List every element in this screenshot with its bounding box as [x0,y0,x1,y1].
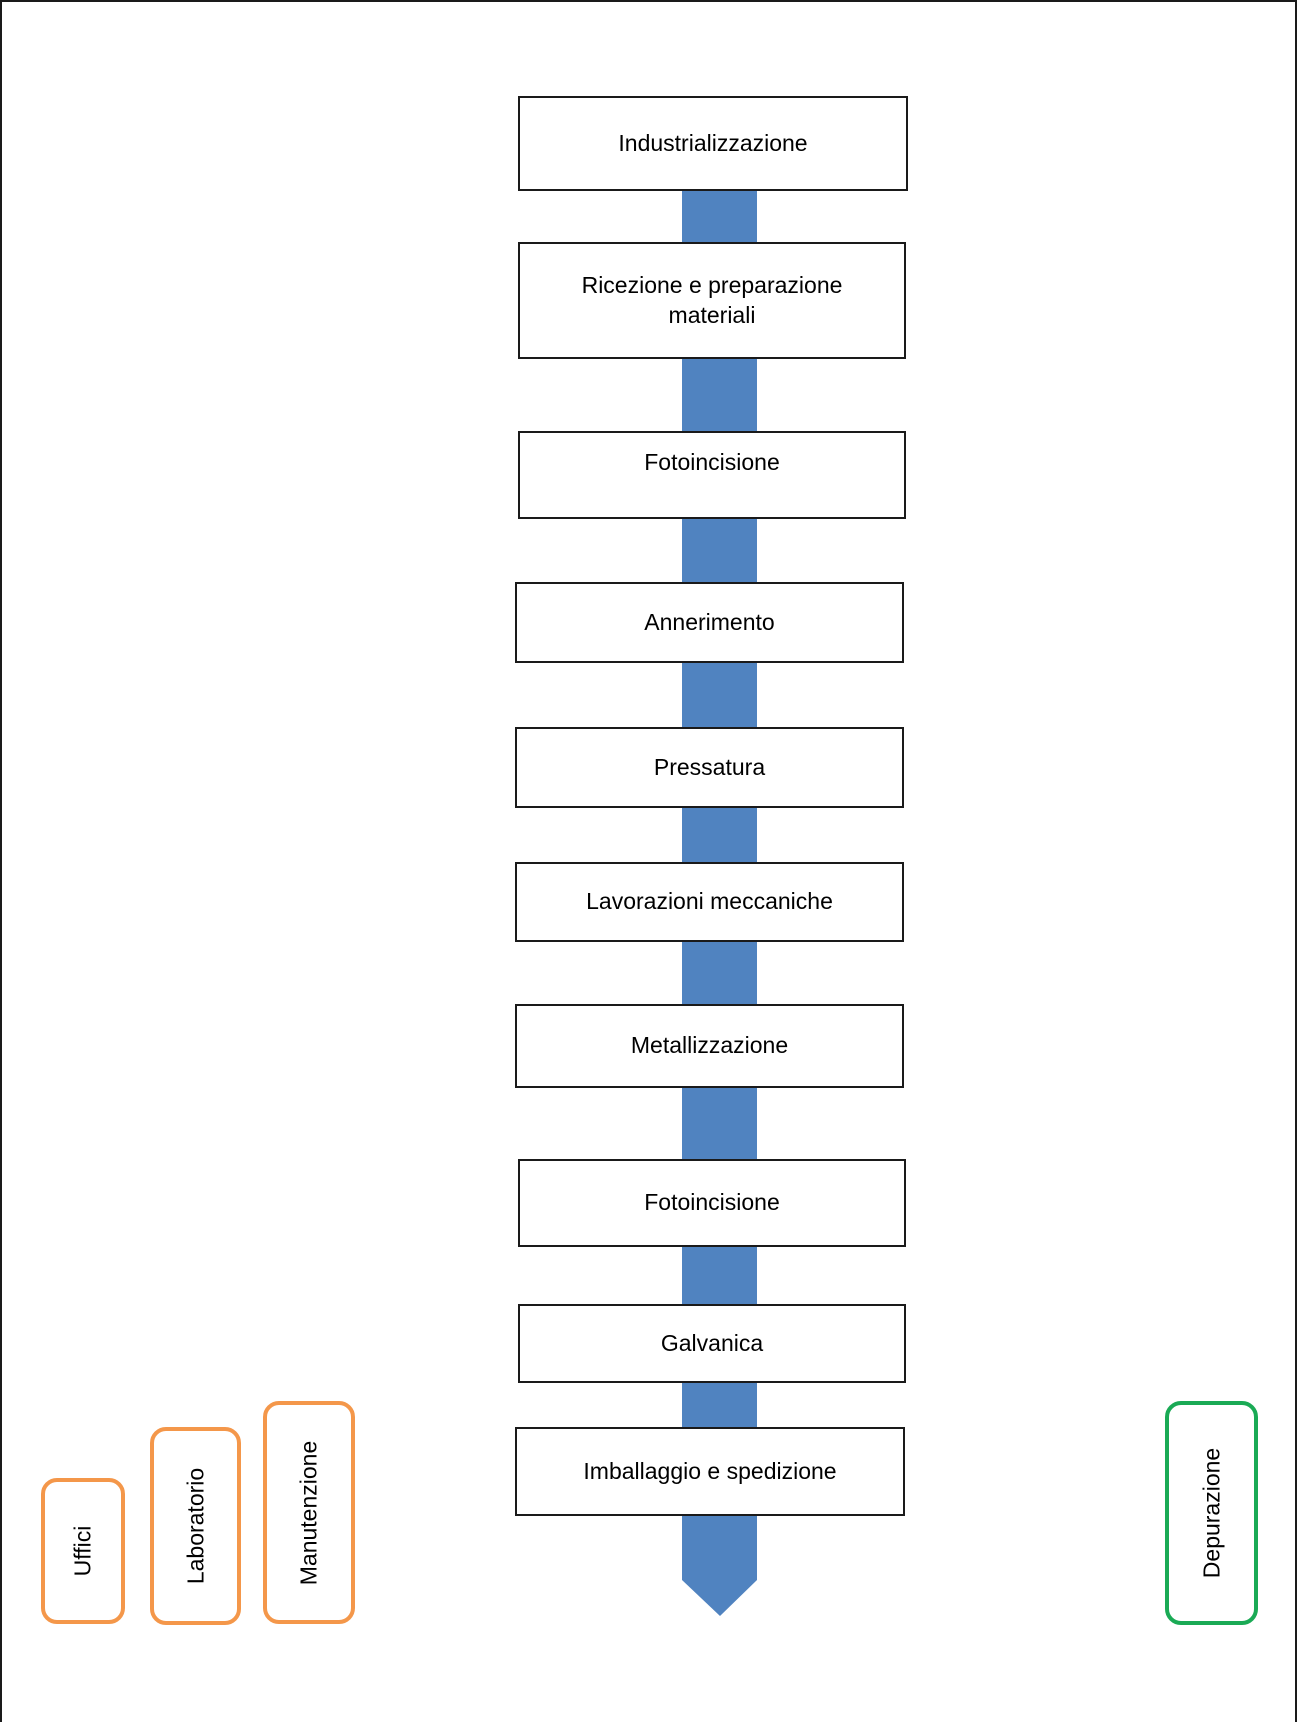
process-step-galvanica: Galvanica [518,1304,906,1383]
process-step-label: Annerimento [644,608,775,635]
support-unit-label: Uffici [69,1525,96,1577]
process-step-label: Fotoincisione [644,449,780,475]
process-step-pressatura: Pressatura [515,727,904,808]
process-step-label: Industrializzazione [618,129,808,156]
support-unit-label: Laboratorio [182,1467,208,1585]
process-step-label: Galvanica [660,1329,764,1356]
process-step-imballaggio: Imballaggio e spedizione [515,1427,905,1516]
process-step-ricezione: Ricezione e preparazione materiali [518,242,906,359]
support-unit-manutenzione: Manutenzione [263,1401,355,1624]
process-step-label: Ricezione e preparazione materiali [581,271,843,328]
process-step-label: Imballaggio e spedizione [583,1457,837,1484]
support-unit-uffici: Uffici [41,1478,125,1624]
process-step-annerimento: Annerimento [515,582,904,663]
process-step-label: Pressatura [653,753,766,780]
process-step-fotoincisione-1: Fotoincisione [518,431,906,519]
process-step-metallizzazione: Metallizzazione [515,1004,904,1088]
process-step-label: Metallizzazione [630,1032,789,1059]
process-step-label: Fotoincisione [644,1189,780,1216]
process-step-fotoincisione-2: Fotoincisione [518,1159,906,1247]
treatment-unit-label: Depurazione [1198,1447,1224,1579]
process-step-industrializzazione: Industrializzazione [518,96,908,191]
process-step-lavorazioni: Lavorazioni meccaniche [515,862,904,942]
treatment-unit-depurazione: Depurazione [1165,1401,1258,1625]
support-unit-laboratorio: Laboratorio [150,1427,241,1625]
support-unit-label: Manutenzione [295,1440,322,1585]
process-step-label: Lavorazioni meccaniche [586,888,833,915]
